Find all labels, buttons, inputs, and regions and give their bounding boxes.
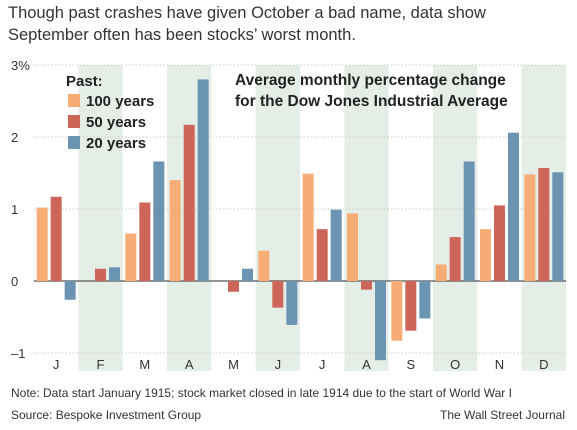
bar: [375, 281, 386, 361]
y-tick-label: –1: [11, 346, 25, 361]
x-tick-label: N: [495, 357, 504, 372]
bar: [50, 196, 62, 281]
bar: [463, 161, 475, 281]
source-line: Source: Bespoke Investment Group: [11, 408, 202, 422]
legend-swatch: [68, 136, 80, 149]
bar: [316, 229, 328, 281]
bar-chart: –1 0 1 2 3% J F M A M J J A S O N D Past: 100 years 50 ye…: [11, 58, 566, 372]
bar: [125, 233, 137, 281]
bar: [258, 250, 270, 281]
bar: [361, 281, 372, 290]
legend-swatch: [68, 115, 80, 128]
bar: [109, 267, 120, 281]
bar: [153, 161, 165, 281]
bar: [95, 268, 106, 281]
bar: [508, 132, 519, 281]
bar: [36, 207, 48, 281]
bar: [435, 264, 447, 281]
bar: [197, 79, 209, 282]
bar: [169, 180, 181, 281]
y-tick-label: 2: [11, 130, 18, 145]
x-tick-label: D: [539, 357, 548, 372]
bar: [391, 281, 403, 341]
bar: [286, 281, 298, 325]
chart-title: Average monthly percentage change: [235, 72, 506, 89]
x-tick-label: J: [319, 357, 326, 372]
bar: [480, 229, 491, 281]
legend-label: 20 years: [86, 135, 146, 152]
x-tick-label: O: [450, 357, 460, 372]
y-tick-label: 0: [11, 274, 18, 289]
bar: [242, 268, 253, 281]
legend-title: Past:: [66, 73, 103, 90]
bar: [419, 281, 431, 319]
x-tick-label: S: [406, 357, 415, 372]
bar: [552, 172, 564, 281]
x-tick-label: J: [275, 357, 282, 372]
x-tick-label: A: [185, 357, 194, 372]
month-band: [78, 65, 123, 371]
x-tick-label: F: [97, 357, 105, 372]
bar: [405, 281, 417, 331]
bar: [228, 281, 239, 292]
bar: [139, 202, 151, 281]
x-tick-label: M: [139, 357, 150, 372]
bar: [449, 237, 461, 281]
legend-swatch: [68, 94, 80, 107]
bar: [272, 281, 284, 308]
y-tick-label: 3%: [11, 58, 30, 73]
bar: [524, 174, 536, 281]
bar: [538, 167, 550, 281]
bar: [330, 209, 342, 281]
footnote: Note: Data start January 1915; stock mar…: [11, 386, 512, 400]
headline: Though past crashes have given October a…: [8, 2, 568, 46]
x-tick-label: M: [228, 357, 239, 372]
x-tick-label: A: [362, 357, 371, 372]
chart-subtitle: for the Dow Jones Industrial Average: [235, 93, 508, 110]
headline-line-1: Though past crashes have given October a…: [8, 4, 486, 22]
bar: [64, 281, 76, 300]
credit-line: The Wall Street Journal: [440, 408, 565, 422]
headline-line-2: September often has been stocks’ worst m…: [8, 26, 356, 44]
bar: [183, 124, 195, 281]
legend-label: 50 years: [86, 114, 146, 131]
bar: [347, 213, 358, 281]
y-tick-label: 1: [11, 202, 18, 217]
month-band: [255, 65, 300, 371]
bar: [494, 205, 505, 281]
legend-label: 100 years: [86, 93, 154, 110]
x-tick-label: J: [53, 357, 60, 372]
bar: [302, 173, 314, 281]
